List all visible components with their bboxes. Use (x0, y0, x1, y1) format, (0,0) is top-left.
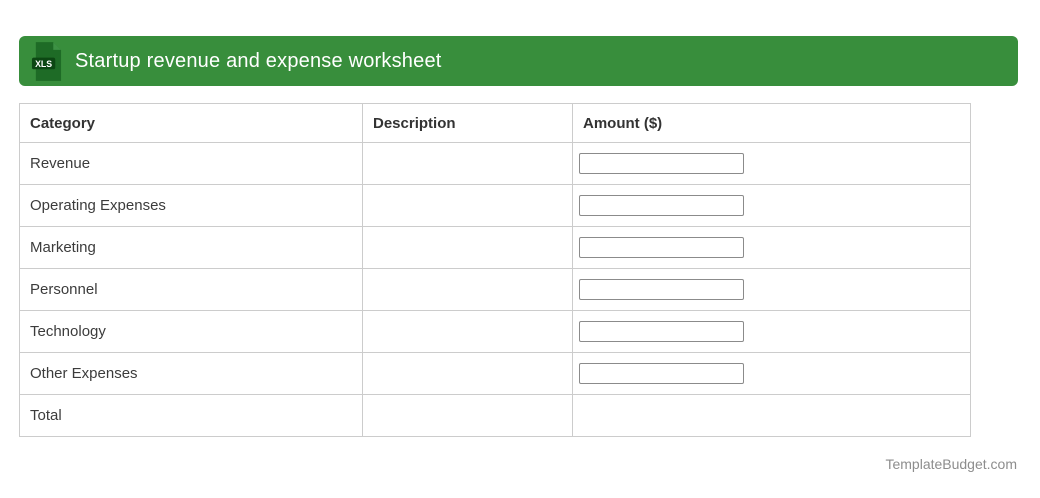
table-row-other-expenses: Other Expenses (19, 352, 971, 395)
category-cell: Operating Expenses (19, 184, 363, 227)
amount-input-marketing[interactable] (579, 237, 744, 258)
amount-cell (572, 142, 971, 185)
description-cell (362, 226, 573, 269)
category-cell: Total (19, 394, 363, 437)
amount-input-other-expenses[interactable] (579, 363, 744, 384)
amount-cell (572, 310, 971, 353)
xls-file-icon: XLS (31, 41, 62, 81)
category-cell: Marketing (19, 226, 363, 269)
table-row-operating-expenses: Operating Expenses (19, 184, 971, 227)
amount-input-revenue[interactable] (579, 153, 744, 174)
category-cell: Revenue (19, 142, 363, 185)
category-cell: Personnel (19, 268, 363, 311)
category-cell: Technology (19, 310, 363, 353)
site-credit: TemplateBudget.com (885, 456, 1017, 472)
table-row-personnel: Personnel (19, 268, 971, 311)
amount-input-personnel[interactable] (579, 279, 744, 300)
amount-input-technology[interactable] (579, 321, 744, 342)
worksheet-title-bar: XLS Startup revenue and expense workshee… (19, 36, 1018, 86)
table-row-revenue: Revenue (19, 142, 971, 185)
page-title: Startup revenue and expense worksheet (75, 49, 442, 72)
description-cell (362, 352, 573, 395)
table-header-row: Category Description Amount ($) (19, 103, 971, 143)
table-row-total: Total (19, 394, 971, 437)
category-cell: Other Expenses (19, 352, 363, 395)
column-header-description: Description (362, 103, 573, 143)
amount-cell (572, 184, 971, 227)
description-cell (362, 268, 573, 311)
table-row-technology: Technology (19, 310, 971, 353)
amount-cell (572, 268, 971, 311)
table-row-marketing: Marketing (19, 226, 971, 269)
column-header-category: Category (19, 103, 363, 143)
worksheet-table: Category Description Amount ($) Revenue … (19, 103, 971, 437)
description-cell (362, 184, 573, 227)
amount-cell (572, 352, 971, 395)
xls-badge-label: XLS (35, 58, 52, 68)
column-header-amount: Amount ($) (572, 103, 971, 143)
amount-cell (572, 226, 971, 269)
description-cell (362, 142, 573, 185)
description-cell (362, 394, 573, 437)
amount-cell-total (572, 394, 971, 437)
amount-input-operating-expenses[interactable] (579, 195, 744, 216)
description-cell (362, 310, 573, 353)
